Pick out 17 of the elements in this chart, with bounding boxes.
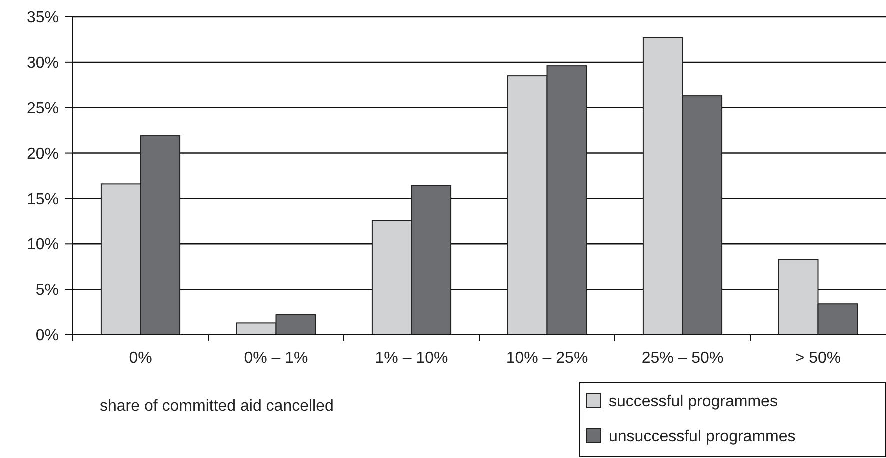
legend-label: unsuccessful programmes	[609, 428, 796, 446]
x-tick-label: 0%	[129, 350, 152, 367]
x-axis-title: share of committed aid cancelled	[100, 398, 334, 415]
x-tick-label: > 50%	[795, 350, 842, 367]
x-tick-label: 1% – 10%	[375, 350, 448, 367]
x-tick-label: 25% – 50%	[642, 350, 724, 367]
y-tick-label: 5%	[36, 282, 59, 300]
x-tick-label: 0% – 1%	[244, 350, 308, 367]
legend-label: successful programmes	[609, 394, 778, 411]
y-tick-label: 35%	[26, 10, 59, 27]
x-tick-label: 10% – 25%	[506, 350, 588, 367]
y-tick-label: 0%	[36, 328, 59, 345]
y-tick-label: 15%	[26, 191, 59, 208]
y-tick-label: 20%	[26, 146, 59, 163]
y-tick-label: 25%	[26, 100, 59, 118]
y-tick-label: 30%	[26, 55, 59, 72]
y-tick-label: 10%	[26, 236, 59, 254]
